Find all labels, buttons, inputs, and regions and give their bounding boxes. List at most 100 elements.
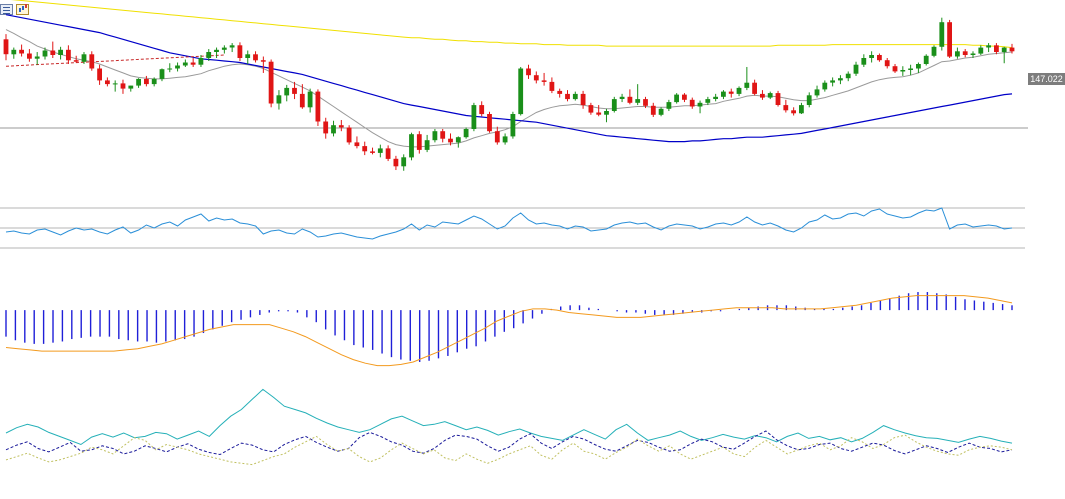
candle-body	[838, 78, 843, 81]
candle-body	[518, 68, 524, 115]
candle-body	[705, 99, 711, 103]
moving-average-fast	[5, 29, 1013, 148]
candle-body	[939, 22, 945, 47]
candle-body	[182, 62, 188, 66]
candle-body	[440, 131, 446, 139]
candle-body	[144, 78, 149, 85]
candle-body	[588, 105, 594, 113]
stochastic-slow-line	[5, 434, 1013, 466]
candle-body	[962, 51, 968, 55]
stochastic-main-line	[5, 388, 1013, 446]
price-panel	[0, 0, 1028, 171]
candle-body	[455, 137, 461, 143]
current-price-label: 147.022	[1028, 73, 1065, 85]
candle-body	[604, 111, 609, 115]
candle-body	[635, 99, 641, 103]
candle-body	[206, 52, 212, 58]
candle-body	[1009, 47, 1015, 52]
candle-body	[245, 54, 251, 58]
candle-body	[19, 49, 24, 54]
candle-body	[1001, 47, 1007, 53]
candle-body	[986, 45, 991, 48]
candle-body	[853, 64, 859, 74]
candle-body	[736, 87, 742, 94]
candle-body	[916, 64, 921, 69]
candle-body	[533, 75, 539, 81]
macd-panel	[5, 292, 1013, 367]
candle-body	[276, 95, 282, 104]
candle-body	[432, 131, 438, 141]
candle-body	[923, 55, 929, 64]
candle-body	[619, 96, 625, 99]
candle-body	[884, 60, 890, 67]
candle-body	[393, 158, 399, 167]
candle-body	[253, 54, 258, 61]
candle-body	[323, 121, 329, 134]
candle-body	[463, 129, 469, 138]
candle-body	[58, 49, 63, 55]
candle-body	[674, 94, 679, 103]
candle-body	[775, 93, 781, 105]
candle-body	[510, 114, 516, 137]
candle-body	[424, 140, 430, 150]
candle-body	[292, 87, 297, 94]
candle-body	[572, 93, 578, 100]
moving-average-slow	[10, 0, 1013, 49]
macd-signal-line	[5, 295, 1013, 367]
candle-body	[494, 131, 500, 143]
candle-body	[955, 51, 960, 57]
candle-body	[89, 54, 95, 69]
candle-body	[409, 134, 414, 158]
candle-body	[713, 96, 718, 99]
chart-properties-icon[interactable]	[16, 4, 29, 15]
cci-line	[5, 207, 1013, 240]
candle-body	[487, 114, 492, 132]
candle-body	[557, 90, 563, 94]
candle-body	[377, 148, 383, 153]
candle-body	[338, 125, 344, 128]
support-line	[5, 54, 225, 67]
candle-body	[580, 93, 586, 106]
candle-body	[783, 105, 789, 111]
candle-body	[658, 108, 664, 115]
candle-body	[767, 93, 773, 98]
candle-body	[650, 105, 656, 115]
candle-body	[931, 46, 937, 56]
candle-body	[175, 65, 180, 69]
candle-body	[128, 85, 134, 89]
candle-body	[479, 105, 485, 115]
candle-body	[120, 83, 126, 89]
candle-body	[752, 82, 757, 94]
candle-body	[689, 99, 695, 107]
candle-body	[744, 82, 750, 88]
candle-body	[994, 45, 999, 52]
candle-body	[221, 47, 227, 50]
candle-body	[471, 105, 477, 129]
candle-body	[385, 148, 391, 159]
candle-body	[97, 68, 102, 81]
candle-body	[27, 53, 32, 59]
candle-body	[861, 58, 867, 65]
candle-body	[978, 47, 984, 54]
candle-body	[666, 102, 672, 109]
candle-body	[299, 93, 305, 108]
candle-body	[190, 62, 196, 65]
candle-body	[362, 146, 368, 152]
candle-body	[81, 54, 87, 62]
candle-body	[315, 91, 321, 122]
candle-body	[822, 82, 828, 90]
candle-body	[596, 112, 602, 115]
candle-body	[159, 69, 165, 79]
candle-body	[900, 70, 906, 72]
candle-body	[50, 50, 56, 55]
candle-body	[799, 105, 804, 114]
candle-body	[970, 53, 976, 55]
candle-body	[105, 80, 110, 85]
stochastic-panel	[5, 388, 1013, 466]
candle-body	[526, 68, 531, 76]
candle-body	[354, 142, 360, 147]
candle-body	[947, 22, 952, 57]
candle-body	[66, 49, 71, 61]
candle-body	[697, 102, 703, 107]
